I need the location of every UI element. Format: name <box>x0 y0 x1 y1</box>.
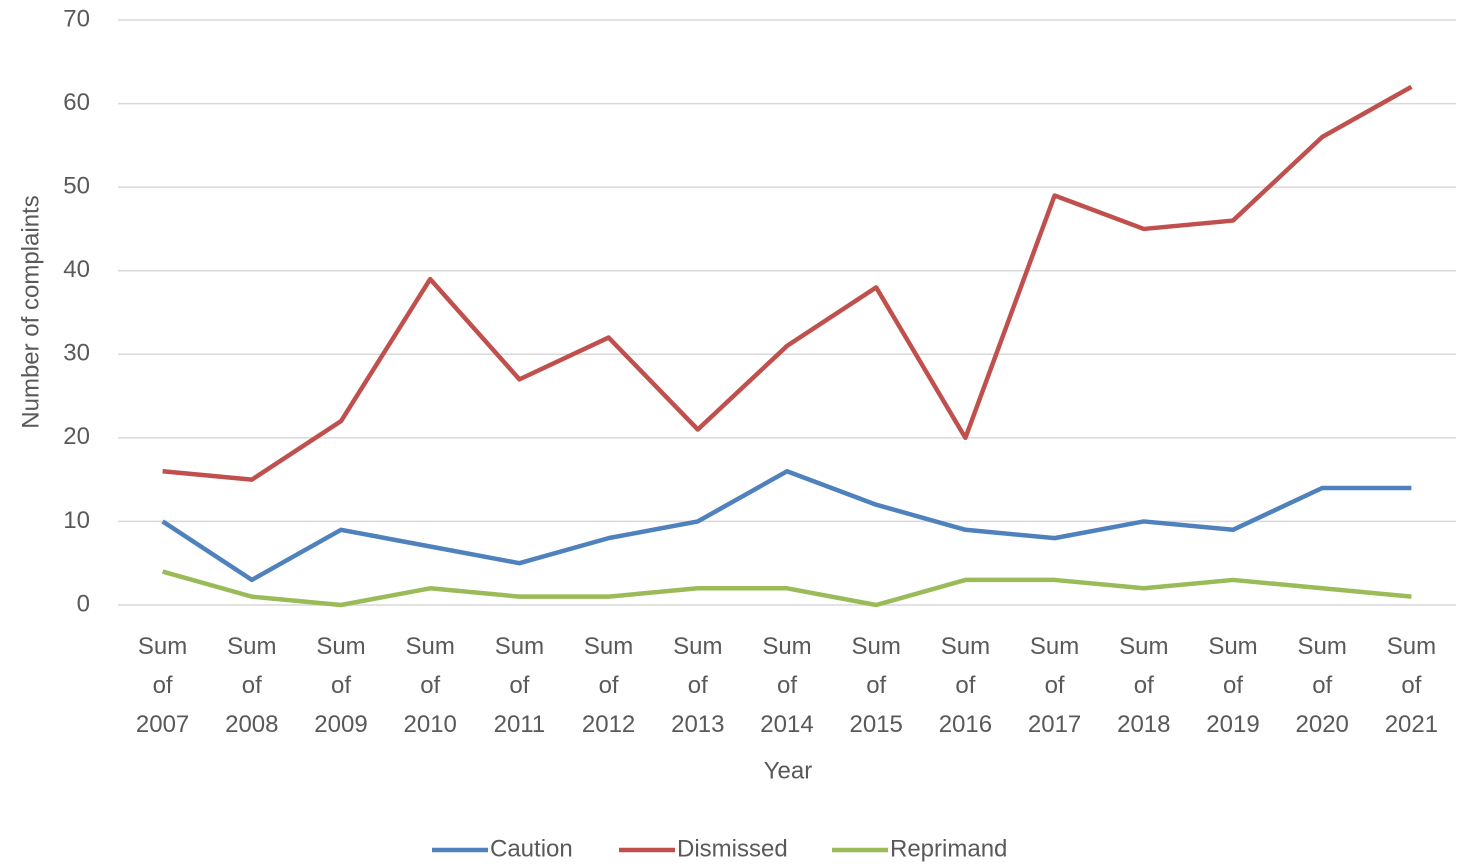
legend-label: Dismissed <box>677 835 788 862</box>
y-tick-label: 30 <box>63 340 90 367</box>
x-tick-label: Sum of 2016 <box>939 633 992 738</box>
x-tick-label: Sum of 2008 <box>225 633 278 738</box>
x-tick-label: Sum of 2018 <box>1117 633 1170 738</box>
x-tick-label: Sum of 2019 <box>1206 633 1259 738</box>
y-tick-label: 60 <box>63 89 90 116</box>
series-line <box>161 569 1412 608</box>
series-line <box>161 469 1412 583</box>
y-tick-label: 20 <box>63 423 90 450</box>
x-tick-label: Sum of 2020 <box>1296 633 1349 738</box>
y-axis-label: Number of complaints <box>17 195 44 428</box>
x-tick-label: Sum of 2007 <box>136 633 189 738</box>
x-axis-label: Year <box>764 757 813 784</box>
x-tick-label: Sum of 2014 <box>760 633 813 738</box>
legend-label: Caution <box>490 835 573 862</box>
legend-label: Reprimand <box>890 835 1007 862</box>
y-tick-label: 50 <box>63 172 90 199</box>
x-tick-label: Sum of 2010 <box>404 633 457 738</box>
x-tick-label: Sum of 2011 <box>494 633 546 738</box>
x-tick-label: Sum of 2015 <box>850 633 903 738</box>
x-tick-label: Sum of 2009 <box>314 633 367 738</box>
x-tick-label: Sum of 2012 <box>582 633 635 738</box>
y-tick-label: 70 <box>63 5 90 32</box>
x-tick-label: Sum of 2013 <box>671 633 724 738</box>
y-tick-label: 10 <box>63 507 90 534</box>
y-tick-label: 40 <box>63 256 90 283</box>
y-tick-label: 0 <box>77 590 90 617</box>
series-line <box>162 84 1413 482</box>
x-tick-label: Sum of 2017 <box>1028 633 1081 738</box>
x-tick-label: Sum of 2021 <box>1385 633 1438 738</box>
